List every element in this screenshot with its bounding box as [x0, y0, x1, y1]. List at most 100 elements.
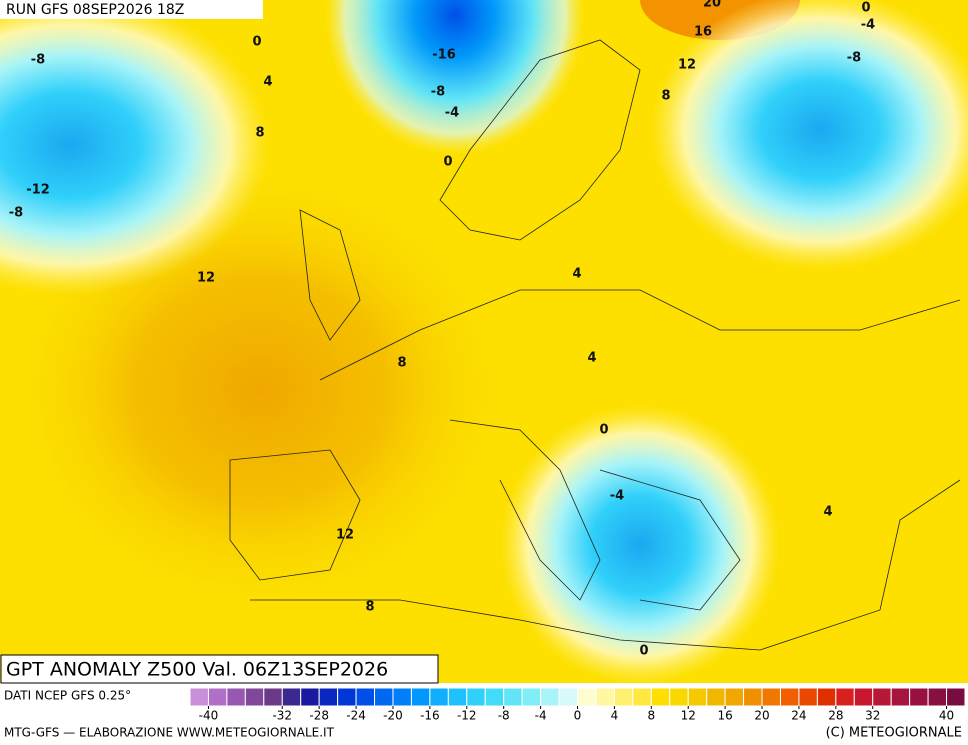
run-label: RUN GFS 08SEP2026 18Z: [6, 2, 184, 18]
contour-label: 12: [336, 528, 354, 543]
colorbar-bin: [226, 687, 246, 707]
colorbar-bin: [484, 687, 505, 707]
contour-label: 8: [365, 600, 374, 615]
map: RUN GFS 08SEP2026 18Z GPT ANOMALY Z500 V…: [0, 0, 968, 685]
colorbar-bin: [595, 687, 615, 707]
colorbar-bin: [761, 687, 781, 707]
title-box: [0, 654, 439, 684]
colorbar-tick-label: -20: [383, 709, 403, 723]
colorbar-bin: [281, 687, 302, 707]
contour-label: -4: [610, 489, 624, 504]
contour-label: -4: [445, 106, 459, 121]
colorbar-bin: [207, 687, 228, 707]
footer-left: MTG-GFS — ELABORAZIONE WWW.METEOGIORNALE…: [4, 726, 335, 740]
colorbar-bin: [577, 687, 597, 707]
cold-anomaly: [500, 405, 780, 685]
colorbar-tick-label: -28: [309, 709, 329, 723]
colorbar-bin: [429, 687, 449, 707]
colorbar-bin: [687, 687, 708, 707]
colorbar-bin: [706, 687, 726, 707]
contour-label: 16: [694, 25, 712, 40]
colorbar-tick-label: 24: [791, 709, 806, 723]
colorbar-bin: [835, 687, 855, 707]
colorbar-bin: [540, 687, 560, 707]
colorbar-bin: [410, 687, 431, 707]
colorbar-bin: [798, 687, 818, 707]
colorbar-tick-label: 20: [754, 709, 769, 723]
contour-label: 8: [255, 126, 264, 141]
colorbar-bin: [447, 687, 468, 707]
colorbar-bin: [300, 687, 320, 707]
colorbar-tick-label: -8: [498, 709, 510, 723]
run-label-box: [0, 0, 263, 19]
colorbar-bin: [890, 687, 911, 707]
colorbar-bin: [632, 687, 652, 707]
contour-label: -8: [9, 206, 23, 221]
colorbar-tick-label: 28: [828, 709, 843, 723]
contour-label: 20: [703, 0, 721, 11]
colorbar-bin: [650, 687, 671, 707]
contour-label: 0: [861, 1, 870, 16]
colorbar-tick-label: 32: [865, 709, 880, 723]
contour-label: -8: [31, 53, 45, 68]
colorbar-bin: [946, 687, 966, 707]
colorbar: -40 -32 -28 -24 -20 -16 -12 -8 -4 0 4 8 12 16 20 24 28 32…: [189, 687, 966, 723]
footer-right: (C) METEOGIORNALE: [826, 726, 962, 741]
colorbar-bin: [743, 687, 763, 707]
contour-label: 0: [252, 35, 261, 50]
colorbar-source: DATI NCEP GFS 0.25°: [4, 689, 131, 703]
contour-label: 4: [587, 351, 596, 366]
colorbar-bin: [927, 687, 948, 707]
colorbar-bin: [392, 687, 412, 707]
contour-label: -12: [26, 183, 50, 198]
contour-label: 4: [263, 75, 272, 90]
cold-anomaly: [325, 0, 585, 155]
contour-label: 8: [661, 89, 670, 104]
colorbar-bin: [613, 687, 634, 707]
colorbar-bin: [466, 687, 486, 707]
cold-anomaly: [0, 0, 270, 295]
colorbar-bin: [909, 687, 929, 707]
contour-label: 4: [823, 505, 832, 520]
colorbar-bin: [816, 687, 837, 707]
colorbar-tick-label: -12: [457, 709, 477, 723]
colorbar-bin: [337, 687, 357, 707]
colorbar-tick-label: -32: [272, 709, 292, 723]
colorbar-bin: [872, 687, 892, 707]
colorbar-tick-label: -40: [199, 709, 219, 723]
contour-label: 0: [599, 423, 608, 438]
colorbar-tick-label: 12: [681, 709, 696, 723]
contour-label: 12: [678, 58, 696, 73]
contour-label: -4: [861, 18, 875, 33]
contour-label: 0: [443, 155, 452, 170]
colorbar-tick-label: 16: [717, 709, 732, 723]
colorbar-tick-label: 8: [647, 709, 655, 723]
colorbar-tick-label: -24: [346, 709, 366, 723]
cold-anomaly: [650, 0, 968, 270]
colorbar-bin: [355, 687, 376, 707]
colorbar-bin: [374, 687, 394, 707]
colorbar-bin: [853, 687, 874, 707]
colorbar-tick-label: 4: [611, 709, 619, 723]
contour-label: -8: [847, 51, 861, 66]
colorbar-bin: [724, 687, 745, 707]
colorbar-bin: [244, 687, 265, 707]
contour-label: 4: [572, 267, 581, 282]
colorbar-bin: [521, 687, 542, 707]
colorbar-bin: [318, 687, 339, 707]
colorbar-bin: [779, 687, 800, 707]
contour-label: 0: [639, 644, 648, 659]
colorbar-tick-label: 40: [939, 709, 954, 723]
colorbar-bin: [189, 687, 209, 707]
colorbar-tick-label: -4: [535, 709, 547, 723]
contour-label: 8: [397, 356, 406, 371]
map-title: GPT ANOMALY Z500 Val. 06Z13SEP2026: [6, 659, 388, 681]
colorbar-bin: [558, 687, 578, 707]
colorbar-bin: [503, 687, 523, 707]
colorbar-bin: [669, 687, 689, 707]
contour-label: 12: [197, 271, 215, 286]
contour-label: -8: [431, 85, 445, 100]
coastlines: [229, 39, 961, 651]
